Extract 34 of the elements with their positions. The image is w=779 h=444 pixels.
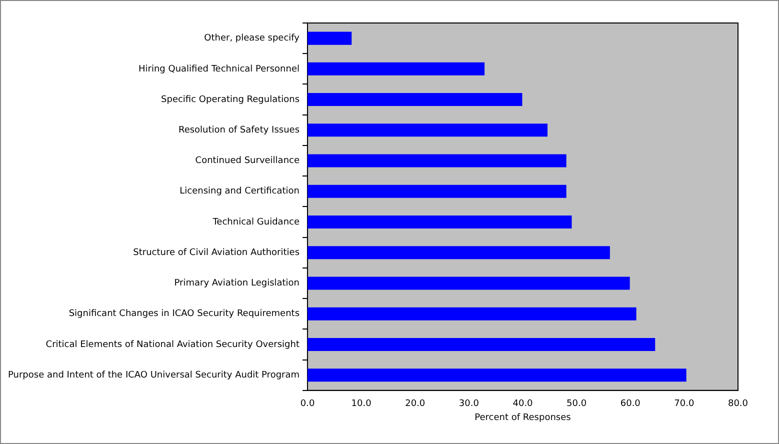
y-tick-label: Primary Aviation Legislation — [174, 278, 300, 289]
y-tick-label: Specific Operating Regulations — [161, 94, 300, 105]
bar — [308, 62, 485, 76]
bar — [308, 307, 636, 320]
bar — [308, 338, 656, 351]
x-tick-label: 80.0 — [728, 399, 748, 410]
y-tick-label: Purpose and Intent of the ICAO Universal Security Audit Program — [8, 370, 300, 380]
y-tick-label: Significant Changes in ICAO Security Requirements — [68, 309, 300, 320]
x-tick-label: 10.0 — [351, 399, 372, 410]
bar — [308, 93, 522, 106]
x-tick-label: 50.0 — [566, 399, 587, 410]
x-tick-label: 30.0 — [458, 399, 480, 410]
bar — [308, 276, 630, 290]
x-tick-label: 60.0 — [620, 399, 641, 410]
x-tick-label: 0.0 — [300, 399, 315, 410]
x-axis-title: Percent of Responses — [474, 412, 572, 423]
y-tick-label: Resolution of Safety Issues — [178, 126, 300, 136]
y-tick-label: Hiring Qualified Technical Personnel — [138, 64, 300, 74]
bar — [308, 368, 686, 382]
bar — [308, 154, 566, 168]
bar — [308, 32, 352, 45]
x-tick-label: 70.0 — [674, 399, 694, 410]
y-tick-label: Licensing and Certification — [180, 186, 300, 197]
y-tick-label: Critical Elements of National Aviation Security Oversight — [46, 340, 300, 350]
y-tick-label: Continued Surveillance — [195, 156, 300, 166]
bar — [308, 124, 548, 137]
x-tick-label: 20.0 — [405, 399, 426, 410]
bar — [308, 246, 610, 260]
bar — [308, 184, 566, 198]
bar — [308, 216, 572, 229]
x-tick-label: 40.0 — [512, 399, 534, 410]
y-tick-label: Other, please specify — [204, 34, 300, 44]
y-tick-label: Structure of Civil Aviation Authorities — [133, 248, 300, 258]
y-tick-label: Technical Guidance — [212, 217, 300, 228]
